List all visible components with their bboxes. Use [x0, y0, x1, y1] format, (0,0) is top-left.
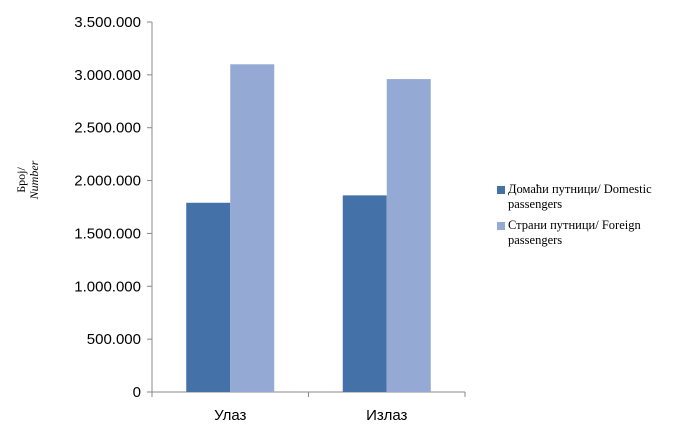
bar-foreign	[230, 64, 275, 393]
y-tick-label: 1.000.000	[74, 278, 141, 295]
bar-domestic	[342, 195, 387, 392]
legend-swatch-domestic	[497, 186, 505, 194]
legend-item-domestic: Домаћи путници/ Domestic passengers	[497, 182, 697, 212]
y-tick-label: 3.000.000	[74, 67, 141, 84]
y-tick-label: 0	[133, 384, 141, 401]
y-tick-label: 1.500.000	[74, 225, 141, 242]
y-axis-label: Број/	[14, 167, 28, 193]
y-axis-label-italic: Number	[27, 160, 41, 200]
legend-item-foreign: Страни путници/ Foreign passengers	[497, 218, 697, 248]
y-tick-label: 3.500.000	[74, 14, 141, 31]
legend-label-domestic: Домаћи путници/ Domestic passengers	[508, 182, 652, 211]
y-tick-label: 2.500.000	[74, 120, 141, 137]
y-tick-label: 2.000.000	[74, 173, 141, 190]
x-category-label: Улаз	[214, 407, 246, 424]
legend-swatch-foreign	[497, 222, 505, 230]
y-tick-label: 500.000	[87, 331, 141, 348]
bar-domestic	[186, 202, 231, 392]
x-category-label: Излаз	[366, 407, 407, 424]
legend: Домаћи путници/ Domestic passengers Стра…	[497, 182, 697, 254]
bar-foreign	[386, 79, 431, 392]
legend-label-foreign: Страни путници/ Foreign passengers	[508, 218, 641, 247]
